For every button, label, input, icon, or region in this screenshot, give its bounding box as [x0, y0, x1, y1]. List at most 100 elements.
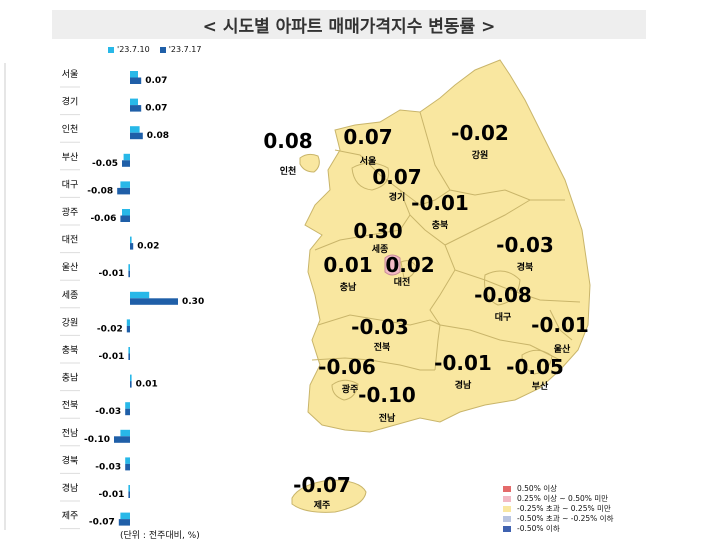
map-legend-row-2: 0.25% 이상 ~ 0.50% 미만 [503, 494, 613, 504]
bar-chart-panel: '23.7.10 '23.7.17 서울 0.07 경기 0.07 인천 0.08 부산 -0… [0, 40, 240, 550]
bar-prev [122, 209, 130, 216]
bar-legend: '23.7.10 '23.7.17 [108, 45, 201, 54]
category-label: 울산 [62, 262, 79, 273]
page-title-text: < 시도별 아파트 매매가격지수 변동률 > [202, 17, 496, 37]
value-label: 0.30 [182, 297, 204, 307]
map-legend: 0.50% 이상 0.25% 이상 ~ 0.50% 미만 -0.25% 초과 ~… [503, 484, 613, 534]
boundary-gyeongnam [434, 324, 561, 371]
daejeon-region [400, 260, 417, 279]
map-legend-swatch-5 [503, 526, 511, 532]
mainland-outline [304, 59, 591, 433]
legend-swatch-1 [108, 46, 114, 53]
boundary-gyeongbuk [444, 199, 581, 303]
map-value-label: 0.02 [385, 253, 434, 277]
map-legend-swatch-3 [503, 506, 511, 512]
map-legend-row-5: -0.50% 이하 [503, 524, 613, 534]
bar-curr [130, 77, 142, 84]
map-region-label: 인천 [280, 166, 297, 177]
bar-prev [128, 347, 130, 354]
map-value-label: -0.01 [434, 351, 492, 375]
map-regions [291, 59, 591, 513]
map-value-label: 0.30 [353, 219, 402, 243]
category-label: 세종 [62, 290, 79, 301]
map-legend-label-3: -0.25% 초과 ~ 0.25% 미만 [517, 504, 611, 513]
bar-prev [128, 485, 130, 492]
bar-prev [125, 457, 130, 464]
map-value-label: -0.06 [318, 355, 376, 379]
value-label: -0.03 [95, 462, 121, 472]
map-region-label: 경북 [517, 261, 534, 273]
value-label: -0.05 [92, 159, 118, 169]
jeju-island [291, 479, 367, 513]
bar-curr [130, 132, 143, 140]
map-value-label: 0.01 [323, 253, 372, 277]
bar-prev [130, 126, 140, 133]
bar-prev [120, 429, 130, 437]
map-value-label: -0.03 [496, 233, 554, 257]
map-region-label: 대구 [495, 311, 512, 323]
category-label: 제주 [62, 511, 79, 522]
boundary-seoul [351, 162, 390, 191]
map-region-label: 대전 [394, 276, 411, 288]
map-legend-swatch-2 [503, 496, 511, 502]
map-region-label: 강원 [472, 149, 489, 161]
boundary-chungbuk [399, 189, 456, 326]
map-value-label: -0.05 [506, 355, 564, 379]
map-value-label: -0.01 [531, 313, 589, 337]
bar-curr [130, 381, 132, 388]
bar-legend-label-1: '23.7.10 [117, 45, 150, 54]
bar-curr [125, 408, 130, 416]
map-value-label: -0.03 [351, 315, 409, 339]
map-value-label: -0.02 [451, 121, 509, 145]
bar-prev [130, 236, 132, 244]
bar-prev [120, 512, 130, 520]
unit-label: (단위 : 전주대비, %) [120, 531, 200, 541]
map-value-label: -0.07 [293, 473, 351, 497]
map-region-label: 광주 [342, 383, 359, 395]
map-region-label: 충남 [340, 281, 357, 293]
value-label: 0.01 [136, 380, 158, 390]
category-label: 인천 [62, 124, 79, 135]
category-label: 부산 [62, 152, 79, 163]
map-region-label: 충북 [432, 219, 449, 231]
bar-prev [128, 264, 130, 271]
bar-legend-label-2: '23.7.17 [168, 45, 202, 54]
bar-curr [130, 243, 134, 250]
value-label: -0.01 [98, 490, 124, 500]
value-label: 0.07 [145, 104, 167, 114]
map-legend-label-4: -0.50% 초과 ~ -0.25% 이하 [517, 514, 614, 523]
bar-curr [120, 215, 130, 222]
value-label: -0.06 [90, 214, 116, 224]
value-label: -0.02 [97, 324, 123, 334]
category-label: 대구 [62, 179, 79, 190]
bar-curr [130, 298, 178, 305]
map-legend-label-2: 0.25% 이상 ~ 0.50% 미만 [517, 494, 609, 503]
value-label: -0.07 [89, 518, 115, 528]
bar-curr [128, 270, 130, 278]
map-value-label: 0.07 [372, 165, 421, 189]
value-label: -0.01 [98, 352, 124, 362]
value-label: -0.03 [95, 407, 121, 417]
category-label: 충남 [62, 373, 79, 384]
page-title: < 시도별 아파트 매매가격지수 변동률 > [52, 10, 646, 39]
korea-map: 0.08 인천 0.07 서울 -0.02 강원 0.07 경기 -0.01 충북 0.30 세종 -0… [260, 40, 710, 550]
map-legend-swatch-1 [503, 486, 511, 492]
incheon-island [299, 153, 320, 173]
map-region-label: 서울 [360, 155, 377, 167]
sejong-region [384, 254, 401, 276]
bar-legend-item-1: '23.7.10 [108, 45, 150, 54]
map-region-label: 전남 [379, 412, 396, 424]
boundary-gangwon [419, 111, 565, 201]
bar-curr [122, 160, 130, 167]
map-boundaries [311, 111, 581, 401]
category-label: 광주 [62, 206, 79, 218]
bar-prev [125, 402, 130, 409]
value-label: -0.10 [84, 435, 110, 445]
map-region-label: 세종 [372, 243, 389, 255]
category-label: 경기 [62, 96, 79, 108]
category-label: 전북 [62, 400, 79, 411]
map-value-label: 0.07 [343, 125, 392, 149]
category-label: 강원 [62, 317, 79, 328]
